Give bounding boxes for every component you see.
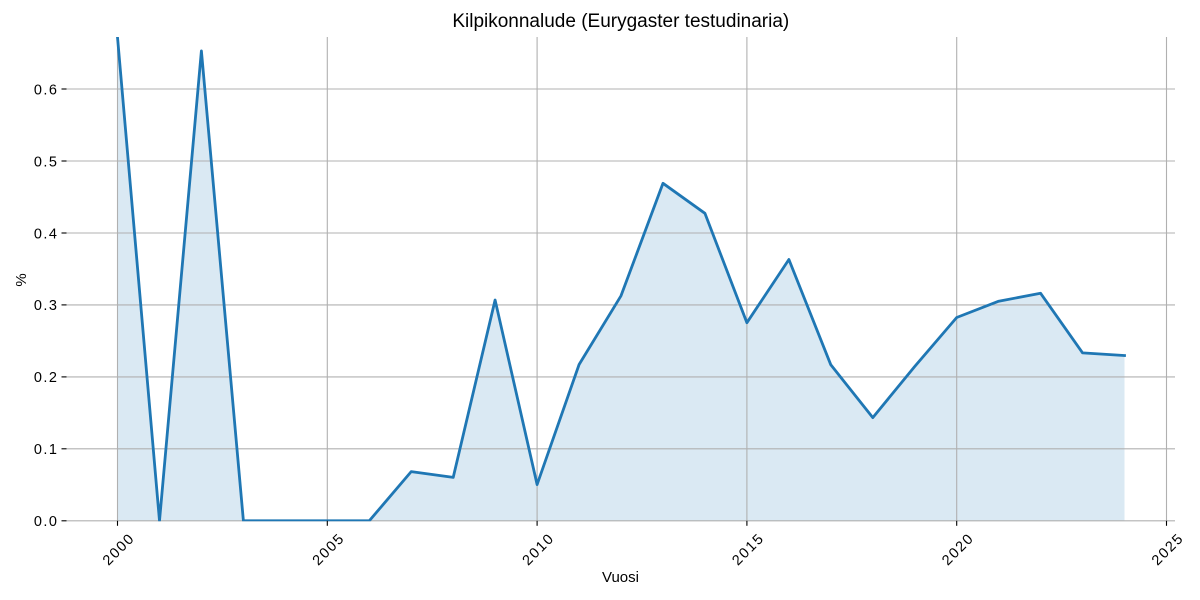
svg-text:2020: 2020 <box>939 531 977 569</box>
svg-text:2010: 2010 <box>520 531 558 569</box>
svg-text:Vuosi: Vuosi <box>602 569 639 586</box>
svg-text:0.4: 0.4 <box>34 226 59 242</box>
svg-text:0.0: 0.0 <box>34 514 59 530</box>
svg-text:0.1: 0.1 <box>34 442 59 458</box>
svg-text:0.5: 0.5 <box>34 154 59 170</box>
svg-text:0.3: 0.3 <box>34 298 59 314</box>
svg-text:%: % <box>13 273 30 286</box>
svg-text:2000: 2000 <box>100 531 138 569</box>
svg-text:2025: 2025 <box>1149 531 1187 569</box>
svg-text:2005: 2005 <box>310 531 348 569</box>
svg-text:2015: 2015 <box>729 531 767 569</box>
svg-text:0.2: 0.2 <box>34 370 59 386</box>
svg-text:Kilpikonnalude (Eurygaster tes: Kilpikonnalude (Eurygaster testudinaria) <box>452 11 789 32</box>
svg-text:0.6: 0.6 <box>34 82 59 98</box>
